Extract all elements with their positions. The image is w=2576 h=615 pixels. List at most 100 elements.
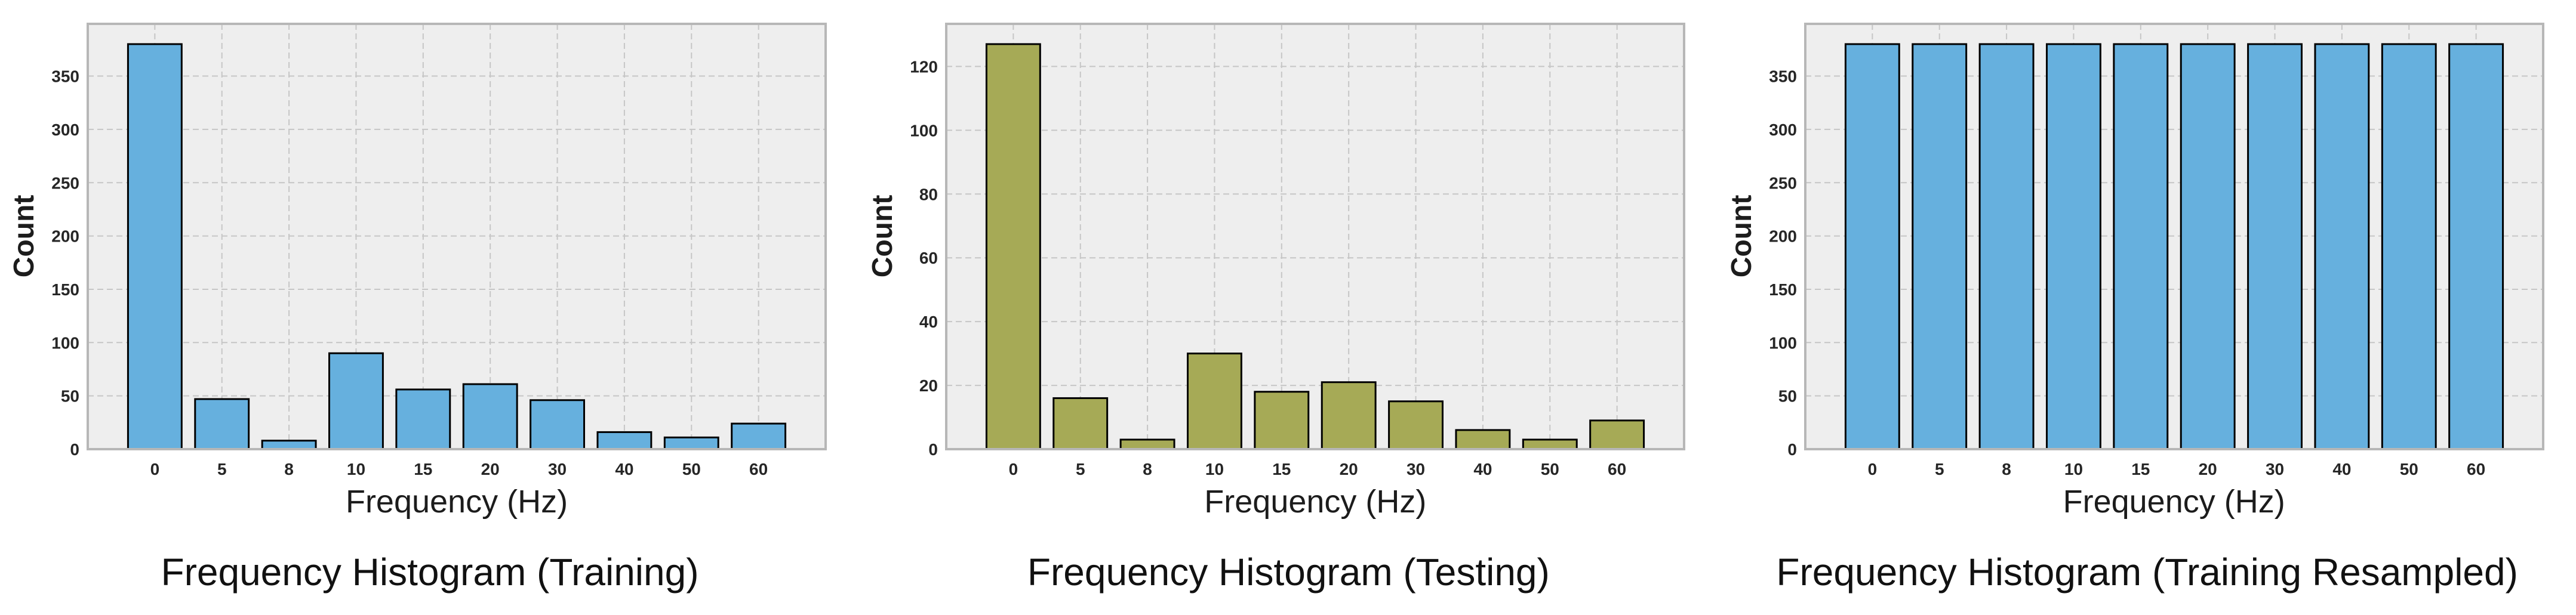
x-tick-label: 8 — [1143, 460, 1153, 478]
bar-30 — [1388, 400, 1444, 450]
y-tick-label: 80 — [919, 185, 938, 203]
x-axis-label: Frequency (Hz) — [2063, 484, 2285, 520]
bar-10 — [1187, 353, 1243, 450]
x-axis-label: Frequency (Hz) — [1204, 484, 1427, 520]
y-tick-label: 120 — [910, 57, 938, 76]
bar-30 — [2246, 43, 2303, 450]
bar-60 — [2448, 43, 2504, 450]
y-tick-label: 50 — [1778, 387, 1797, 406]
x-tick-label: 50 — [2399, 460, 2418, 478]
x-tick-label: 8 — [284, 460, 294, 478]
y-axis-label: Count — [8, 194, 40, 278]
y-tick-label: 150 — [51, 280, 79, 299]
bar-50 — [1522, 438, 1578, 450]
bar-60 — [731, 422, 787, 450]
bar-5 — [194, 398, 250, 450]
x-tick-label: 10 — [347, 460, 365, 478]
chart-title: Frequency Histogram (Testing) — [1027, 551, 1550, 594]
bar-0 — [127, 43, 183, 450]
y-tick-label: 100 — [51, 333, 79, 352]
y-tick-label: 200 — [1769, 227, 1797, 246]
plot-area — [946, 24, 1685, 449]
x-tick-label: 30 — [2266, 460, 2284, 478]
y-tick-label: 20 — [919, 376, 938, 395]
y-tick-label: 0 — [70, 440, 79, 459]
x-tick-label: 5 — [1076, 460, 1085, 478]
y-tick-label: 350 — [1769, 67, 1797, 86]
x-tick-label: 50 — [682, 460, 701, 478]
x-tick-label: 5 — [1935, 460, 1944, 478]
bar-30 — [530, 399, 585, 450]
bar-15 — [2113, 43, 2168, 450]
x-tick-label: 40 — [2332, 460, 2351, 478]
bar-60 — [1589, 419, 1645, 450]
y-tick-label: 150 — [1769, 280, 1797, 299]
y-tick-label: 50 — [61, 387, 79, 406]
bar-20 — [462, 383, 518, 450]
y-tick-label: 250 — [51, 174, 79, 192]
y-axis-label: Count — [1725, 194, 1758, 278]
chart-training: 0 50 100 150 200 250 300 350 0 5 8 10 15 20 30 40 50 60 C… — [0, 0, 858, 615]
y-tick-label: 100 — [910, 121, 938, 140]
y-tick-label: 300 — [51, 120, 79, 139]
chart-testing: 0 20 40 60 80 100 120 0 5 8 10 15 20 30 40 50 60 Count F… — [858, 0, 1717, 615]
plot-frame — [945, 23, 1686, 450]
y-tick-label: 350 — [51, 67, 79, 86]
bar-20 — [1321, 381, 1377, 450]
x-tick-label: 0 — [1009, 460, 1018, 478]
x-tick-label: 30 — [1407, 460, 1425, 478]
bar-20 — [2180, 43, 2236, 450]
bar-40 — [596, 431, 653, 450]
x-tick-label: 15 — [1273, 460, 1291, 478]
histogram-testing-plot: 0 20 40 60 80 100 120 0 5 8 10 15 20 30 40 50 60 — [910, 23, 1686, 478]
x-tick-label: 10 — [1205, 460, 1224, 478]
y-tick-label: 200 — [51, 227, 79, 246]
bar-15 — [395, 388, 451, 450]
plot-frame — [1803, 23, 2544, 450]
bar-8 — [1978, 43, 2035, 450]
y-tick-label: 0 — [1787, 440, 1797, 459]
bar-40 — [1455, 429, 1511, 450]
x-tick-label: 15 — [2131, 460, 2150, 478]
chart-title: Frequency Histogram (Training Resampled) — [1776, 551, 2518, 594]
y-tick-label: 250 — [1769, 174, 1797, 192]
bar-8 — [1119, 438, 1175, 450]
bar-10 — [328, 352, 384, 450]
chart-training-resampled: 0 50 100 150 200 250 300 350 0 5 8 10 15 20 30 40 50 60 C… — [1718, 0, 2576, 615]
x-tick-label: 60 — [2467, 460, 2485, 478]
x-tick-label: 60 — [1608, 460, 1626, 478]
bar-8 — [261, 440, 317, 450]
bar-50 — [2381, 43, 2437, 450]
chart-title: Frequency Histogram (Training) — [161, 551, 699, 594]
x-tick-label: 10 — [2064, 460, 2083, 478]
bar-10 — [2045, 43, 2101, 450]
x-tick-label: 20 — [2198, 460, 2217, 478]
y-tick-label: 60 — [919, 249, 938, 267]
x-tick-label: 0 — [1867, 460, 1877, 478]
y-tick-label: 0 — [929, 440, 938, 459]
bar-40 — [2314, 43, 2370, 450]
x-tick-label: 30 — [548, 460, 567, 478]
y-axis-label: Count — [867, 194, 899, 278]
bar-50 — [663, 436, 719, 450]
y-tick-label: 300 — [1769, 120, 1797, 139]
plot-frame — [87, 23, 827, 450]
x-tick-label: 15 — [414, 460, 432, 478]
bar-5 — [1911, 43, 1967, 450]
x-tick-label: 5 — [217, 460, 227, 478]
x-tick-label: 20 — [481, 460, 500, 478]
x-axis-label: Frequency (Hz) — [345, 484, 568, 520]
x-tick-label: 20 — [1340, 460, 1358, 478]
histogram-training-resampled-plot: 0 50 100 150 200 250 300 350 0 5 8 10 15 20 30 40 50 60 — [1769, 23, 2544, 478]
x-tick-label: 0 — [150, 460, 160, 478]
bar-0 — [1844, 43, 1900, 450]
bar-0 — [986, 43, 1042, 450]
x-tick-label: 50 — [1541, 460, 1559, 478]
x-tick-label: 8 — [2002, 460, 2011, 478]
histogram-training-plot: 0 50 100 150 200 250 300 350 0 5 8 10 15 20 30 40 50 60 — [51, 23, 827, 478]
x-tick-label: 40 — [615, 460, 633, 478]
x-tick-label: 60 — [749, 460, 768, 478]
y-tick-label: 100 — [1769, 333, 1797, 352]
x-tick-label: 40 — [1474, 460, 1492, 478]
